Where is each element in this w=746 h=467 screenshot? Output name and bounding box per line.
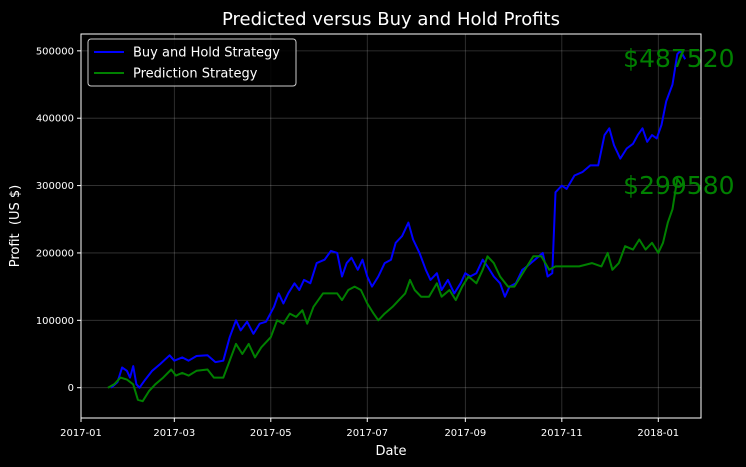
y-tick-label: 500000 [36, 46, 74, 57]
chart-title: Predicted versus Buy and Hold Profits [222, 9, 560, 30]
y-tick-label: 0 [68, 383, 74, 394]
x-axis-label: Date [375, 444, 406, 459]
series-line-buy-and-hold [110, 49, 687, 389]
grid-lines [80, 34, 701, 418]
series-group [107, 49, 687, 403]
end-value-annotation: $487520 [623, 44, 734, 73]
y-axis-label: Profit (US $) [8, 185, 23, 268]
y-tick-label: 100000 [36, 316, 74, 327]
legend-entry-label: Buy and Hold Strategy [133, 46, 280, 61]
legend-box [87, 38, 297, 87]
series-line-prediction [107, 177, 683, 403]
legend-entry-label: Prediction Strategy [133, 67, 258, 82]
y-tick-label: 200000 [36, 248, 74, 259]
y-tick-label: 300000 [36, 181, 74, 192]
legend: Buy and Hold Strategy Prediction Strategy [87, 38, 297, 87]
x-tick-label: 2018-01 [637, 428, 679, 439]
annotations: $487520 $299580 [623, 44, 734, 200]
end-value-annotation: $299580 [623, 171, 734, 200]
x-tick-label: 2017-03 [153, 428, 195, 439]
x-tick-label: 2017-05 [250, 428, 292, 439]
x-tick-label: 2017-09 [444, 428, 486, 439]
y-axis-ticks: 0 100000 200000 300000 400000 500000 [36, 46, 81, 394]
x-axis-ticks: 2017-01 2017-03 2017-05 2017-07 2017-09 2017-… [60, 418, 679, 439]
x-tick-label: 2017-01 [60, 428, 102, 439]
x-tick-label: 2017-11 [541, 428, 583, 439]
x-tick-label: 2017-07 [346, 428, 388, 439]
y-tick-label: 400000 [36, 114, 74, 125]
plot-frame [80, 33, 702, 419]
